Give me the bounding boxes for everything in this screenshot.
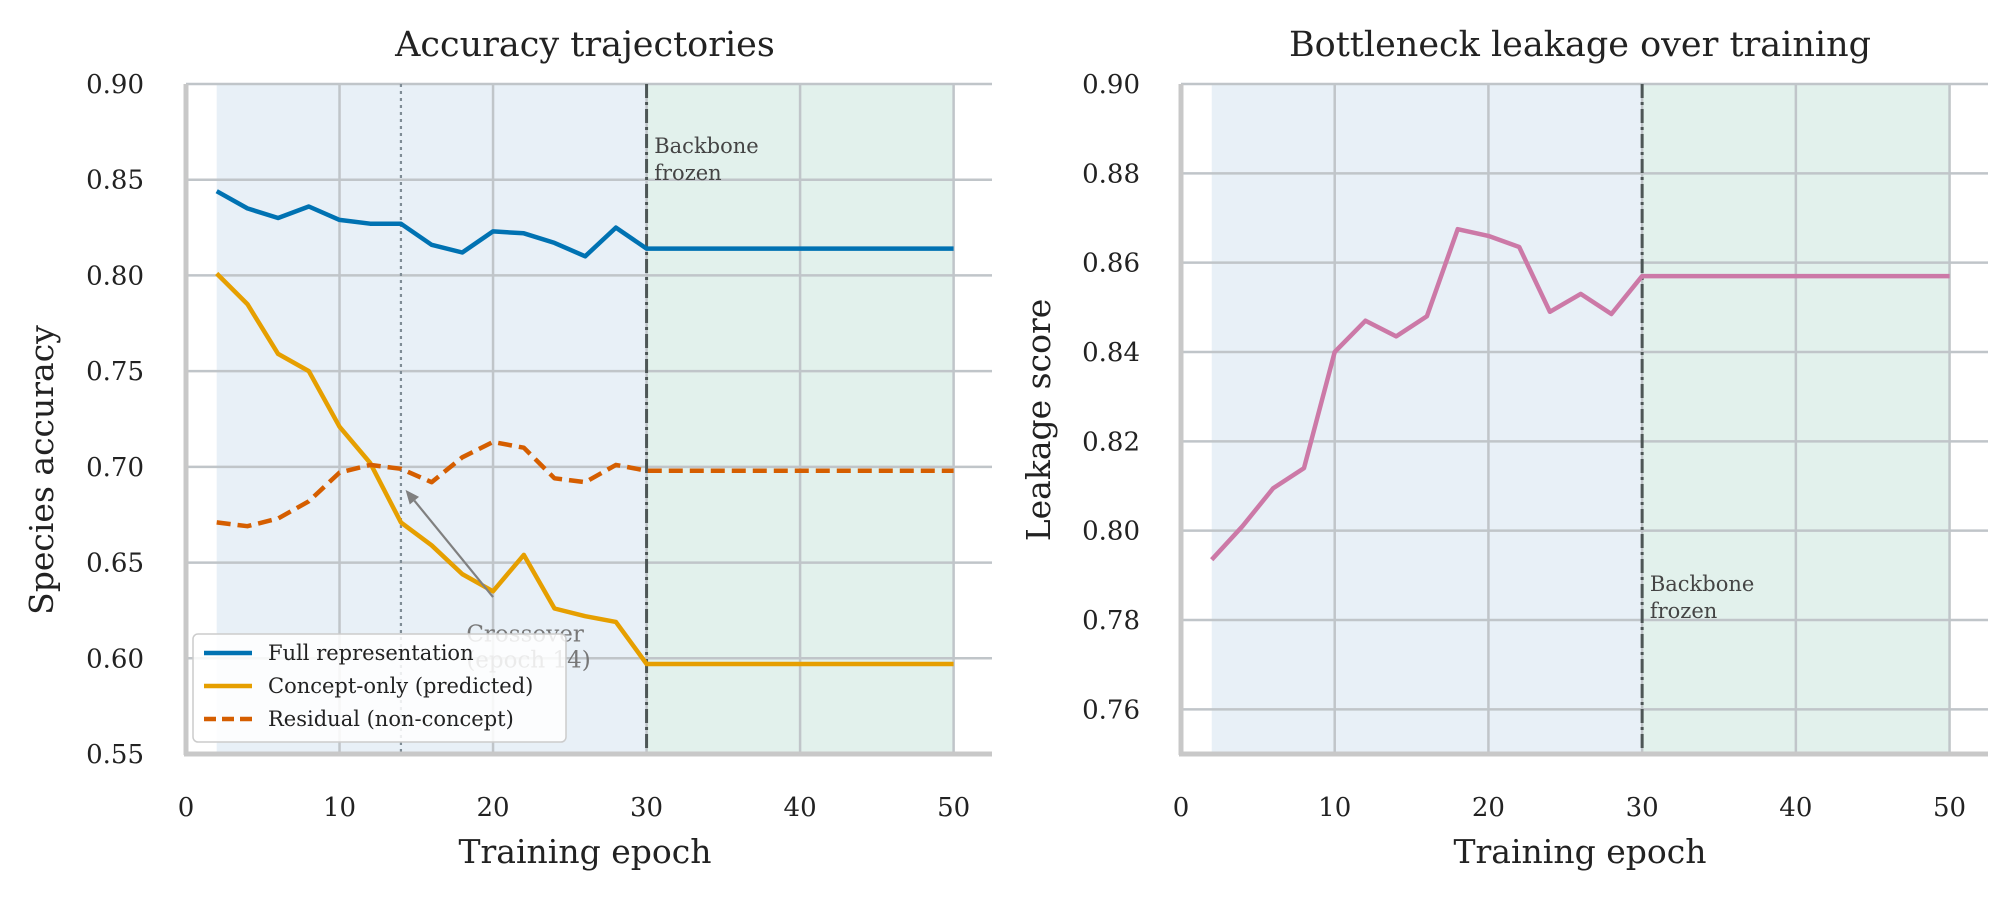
x-axis-label: Training epoch: [1454, 832, 1707, 871]
freeze-annotation-line2: frozen: [1650, 599, 1717, 623]
y-tick-label: 0.82: [1082, 427, 1140, 457]
annotation-layer: Backbone frozen: [1650, 572, 1754, 623]
y-axis-label: Leakage score: [1019, 299, 1058, 542]
x-tick-label: 20: [477, 793, 510, 823]
y-tick-label: 0.85: [86, 166, 144, 196]
x-tick-label: 30: [630, 793, 663, 823]
training-phase-band: [1211, 84, 1643, 754]
x-axis-label: Training epoch: [459, 832, 712, 871]
y-axis-label: Species accuracy: [22, 325, 61, 615]
crossover-arrowhead: [405, 489, 420, 505]
chart-title: Accuracy trajectories: [394, 25, 775, 65]
residual-line: [216, 439, 954, 529]
y-tick-label: 0.80: [86, 261, 144, 291]
x-tick-label: 40: [1779, 793, 1812, 823]
freeze-annotation-line1: Backbone: [1650, 572, 1754, 596]
y-tick-label: 0.80: [1082, 517, 1140, 547]
axes-layer: [1178, 84, 1988, 757]
y-tick-label: 0.76: [1082, 695, 1140, 725]
y-tick-label: 0.65: [86, 549, 144, 579]
x-tick-label: 0: [1173, 793, 1190, 823]
freeze-annotation-line1: Backbone: [654, 134, 758, 158]
x-tick-label: 30: [1626, 793, 1659, 823]
marker-layer: [399, 84, 649, 754]
leakage-panel: Bottleneck leakage over training Trainin…: [1019, 25, 1988, 871]
series-layer: [215, 189, 954, 667]
y-tick-label: 0.90: [86, 70, 144, 100]
legend-label-full: Full representation: [268, 641, 474, 665]
axes-layer: [183, 84, 992, 757]
legend-label-concept: Concept-only (predicted): [268, 674, 533, 698]
chart-title: Bottleneck leakage over training: [1289, 25, 1871, 65]
full-representation-line: [215, 189, 954, 259]
series-layer: [1210, 226, 1950, 562]
x-tick-label: 50: [1933, 793, 1966, 823]
background-layer: [1211, 84, 1950, 754]
x-tick-label: 40: [784, 793, 817, 823]
freeze-annotation-line2: frozen: [654, 161, 721, 185]
y-tick-label: 0.70: [86, 453, 144, 483]
y-tick-label: 0.90: [1082, 70, 1140, 100]
x-tick-label: 10: [323, 793, 356, 823]
x-tick-label: 10: [1318, 793, 1351, 823]
y-tick-label: 0.78: [1082, 606, 1140, 636]
grid-layer: [1179, 82, 1988, 754]
x-tick-label: 20: [1472, 793, 1505, 823]
concept-only-line: [215, 271, 954, 667]
legend-label-residual: Residual (non-concept): [268, 707, 514, 731]
tick-layer: 0 10 20 30 40 50 0.76 0.78 0.80 0.82 0.84 0.86 0.88 0…: [1082, 70, 1966, 823]
y-tick-label: 0.84: [1082, 338, 1140, 368]
y-tick-label: 0.55: [86, 740, 144, 770]
x-tick-label: 0: [178, 793, 195, 823]
legend: Full representation Concept-only (predic…: [192, 633, 567, 743]
x-tick-label: 50: [937, 793, 970, 823]
accuracy-panel: Accuracy trajectories Training epoch Spe…: [22, 25, 992, 871]
legend-frame: [192, 633, 567, 743]
y-tick-label: 0.75: [86, 357, 144, 387]
y-tick-label: 0.60: [86, 644, 144, 674]
y-tick-label: 0.88: [1082, 159, 1140, 189]
y-tick-label: 0.86: [1082, 249, 1140, 279]
tick-layer: 0 10 20 30 40 50 0.55 0.60 0.65 0.70 0.75 0.80 0.85 0…: [86, 70, 970, 823]
crossover-arrow: [413, 499, 494, 598]
leakage-line: [1210, 226, 1950, 562]
